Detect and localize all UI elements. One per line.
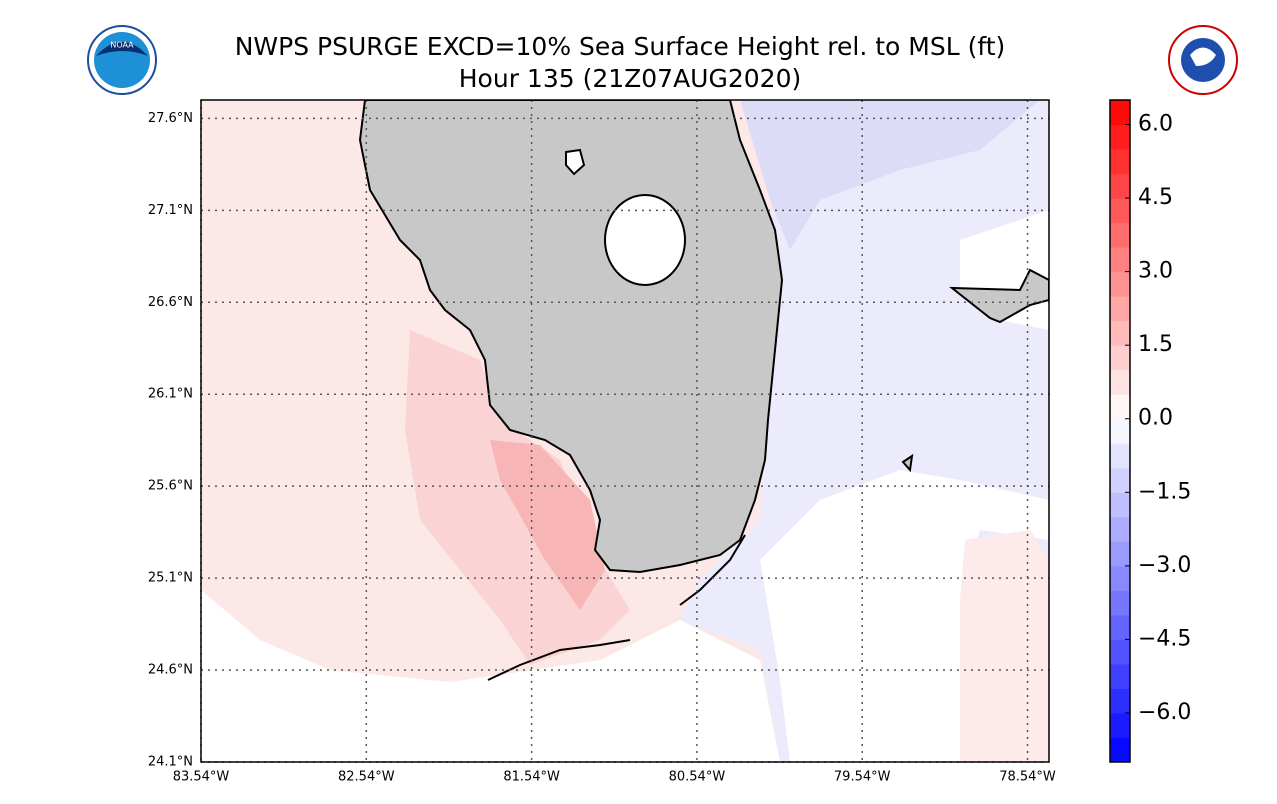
colorbar-band (1110, 149, 1130, 175)
noaa-logo: NOAA (87, 25, 157, 95)
svg-text:NOAA: NOAA (110, 41, 134, 50)
colorbar-band (1110, 541, 1130, 567)
lon-label: 80.54°W (669, 770, 726, 785)
lon-label: 83.54°W (173, 770, 230, 785)
colorbar-frame (1109, 99, 1131, 763)
colorbar-label: −1.5 (1138, 479, 1191, 504)
colorbar-band (1110, 222, 1130, 248)
colorbar-band (1110, 320, 1130, 346)
lat-label: 25.1°N (148, 571, 193, 586)
colorbar-band (1110, 124, 1130, 150)
colorbar-band (1110, 565, 1130, 591)
colorbar-band (1110, 516, 1130, 542)
colorbar-band (1110, 100, 1130, 126)
lat-label: 24.6°N (148, 663, 193, 678)
lat-label: 25.6°N (148, 479, 193, 494)
colorbar-band (1110, 737, 1130, 763)
colorbar-label: 0.0 (1138, 406, 1173, 431)
colorbar-band (1110, 614, 1130, 640)
lon-label: 78.54°W (999, 770, 1056, 785)
map-field (201, 100, 1049, 762)
colorbar-label: 6.0 (1138, 112, 1173, 137)
colorbar-label: 1.5 (1138, 332, 1173, 357)
lat-label: 27.1°N (148, 203, 193, 218)
colorbar: 6.0 4.5 3.0 1.5 0.0 −1.5 −3.0 −4.5 −6.0 (1109, 99, 1191, 763)
colorbar-label: −3.0 (1138, 553, 1191, 578)
colorbar-band (1110, 271, 1130, 297)
colorbar-band (1110, 345, 1130, 371)
colorbar-band (1110, 418, 1130, 444)
colorbar-band (1110, 443, 1130, 469)
lon-label: 79.54°W (834, 770, 891, 785)
colorbar-band (1110, 639, 1130, 665)
colorbar-band (1110, 590, 1130, 616)
colorbar-band (1110, 296, 1130, 322)
colorbar-label: −6.0 (1138, 700, 1191, 725)
colorbar-label: 4.5 (1138, 185, 1173, 210)
colorbar-label: 3.0 (1138, 259, 1173, 284)
title: NWPS PSURGE EXCD=10% Sea Surface Height … (235, 32, 1006, 61)
colorbar-band (1110, 663, 1130, 689)
subtitle: Hour 135 (21Z07AUG2020) (459, 64, 801, 93)
colorbar-band (1110, 467, 1130, 493)
colorbar-band (1110, 173, 1130, 199)
colorbar-band (1110, 198, 1130, 224)
lat-label: 26.1°N (148, 387, 193, 402)
colorbar-band (1110, 688, 1130, 714)
map-frame (200, 99, 1050, 763)
nws-logo (1168, 25, 1238, 95)
colorbar-label: −4.5 (1138, 626, 1191, 651)
lon-label: 82.54°W (338, 770, 395, 785)
lon-label: 81.54°W (503, 770, 560, 785)
colorbar-band (1110, 492, 1130, 518)
lat-label: 26.6°N (148, 295, 193, 310)
colorbar-band (1110, 369, 1130, 395)
colorbar-band (1110, 712, 1130, 738)
colorbar-band (1110, 394, 1130, 420)
lat-label: 27.6°N (148, 111, 193, 126)
colorbar-band (1110, 247, 1130, 273)
lat-label: 24.1°N (148, 755, 193, 770)
